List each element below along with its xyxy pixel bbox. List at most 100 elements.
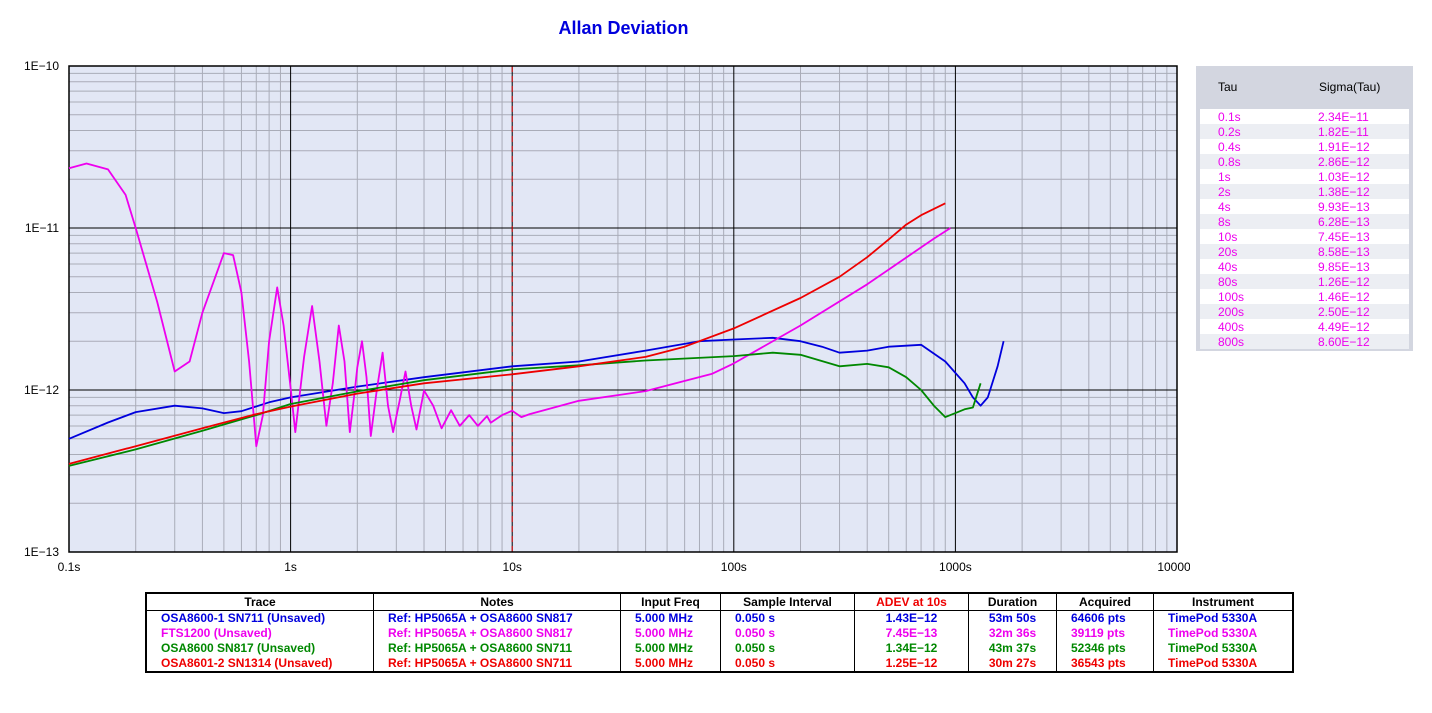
y-tick-label: 1E−13 bbox=[24, 545, 59, 559]
legend-cell: FTS1200 (Unsaved) bbox=[145, 626, 374, 641]
tau-row: 80s 1.26E−12 bbox=[1200, 274, 1409, 289]
sigma-value: 6.28E−13 bbox=[1318, 215, 1370, 229]
adev-plot: 0.1s 1s 10s 100s 1000s 10000s 1E−10 1E−11 1E−12 1… bbox=[24, 59, 1190, 574]
x-tick-label: 10000s bbox=[1157, 560, 1190, 574]
legend-cell: TimePod 5330A bbox=[1153, 610, 1294, 626]
x-tick-label: 1000s bbox=[939, 560, 972, 574]
sigma-value: 7.45E−13 bbox=[1318, 230, 1370, 244]
tau-row: 1s 1.03E−12 bbox=[1200, 169, 1409, 184]
legend-column-header: Duration bbox=[968, 593, 1057, 611]
sigma-value: 1.82E−11 bbox=[1318, 125, 1369, 139]
legend-cell: 0.050 s bbox=[720, 610, 855, 626]
sigma-column-header: Sigma(Tau) bbox=[1319, 80, 1381, 94]
y-tick-label: 1E−12 bbox=[24, 383, 59, 397]
legend-cell: 5.000 MHz bbox=[620, 656, 721, 672]
legend-cell: 5.000 MHz bbox=[620, 626, 721, 641]
tau-table-header: Tau Sigma(Tau) bbox=[1196, 80, 1413, 96]
tau-value: 800s bbox=[1218, 335, 1245, 349]
legend-cell: 0.050 s bbox=[720, 656, 855, 672]
tau-value: 4s bbox=[1218, 200, 1231, 214]
sigma-value: 2.34E−11 bbox=[1318, 110, 1369, 124]
legend-cell: TimePod 5330A bbox=[1153, 626, 1294, 641]
legend-cell: Ref: HP5065A + OSA8600 SN711 bbox=[373, 641, 621, 656]
x-tick-label: 1s bbox=[284, 560, 297, 574]
plot-area bbox=[69, 66, 1177, 552]
sigma-value: 1.38E−12 bbox=[1318, 185, 1370, 199]
tau-row: 20s 8.58E−13 bbox=[1200, 244, 1409, 259]
tau-value: 8s bbox=[1218, 215, 1231, 229]
legend-cell: 5.000 MHz bbox=[620, 641, 721, 656]
sigma-value: 8.60E−12 bbox=[1318, 335, 1370, 349]
chart-title: Allan Deviation bbox=[558, 18, 689, 38]
sigma-value: 2.86E−12 bbox=[1318, 155, 1370, 169]
legend-row: OSA8601-2 SN1314 (Unsaved) Ref: HP5065A +… bbox=[145, 656, 1294, 672]
series-line-1 bbox=[68, 336, 1005, 440]
legend-cell: Ref: HP5065A + OSA8600 SN711 bbox=[373, 656, 621, 672]
sigma-value: 8.58E−13 bbox=[1318, 245, 1370, 259]
tau-value: 2s bbox=[1218, 185, 1231, 199]
sigma-value: 9.93E−13 bbox=[1318, 200, 1370, 214]
legend-cell: 43m 37s bbox=[968, 641, 1057, 656]
sigma-value: 1.46E−12 bbox=[1318, 290, 1370, 304]
legend-cell: 36543 pts bbox=[1056, 656, 1154, 672]
legend-cell: TimePod 5330A bbox=[1153, 656, 1294, 672]
tau-value: 400s bbox=[1218, 320, 1245, 334]
tau-value: 200s bbox=[1218, 305, 1245, 319]
legend-cell: OSA8600-1 SN711 (Unsaved) bbox=[145, 610, 374, 626]
tau-value: 40s bbox=[1218, 260, 1238, 274]
series-line-2 bbox=[68, 162, 951, 448]
legend-cell: TimePod 5330A bbox=[1153, 641, 1294, 656]
legend-cell: 32m 36s bbox=[968, 626, 1057, 641]
tau-value: 0.2s bbox=[1218, 125, 1241, 139]
legend-cell: 1.34E−12 bbox=[854, 641, 969, 656]
tau-value: 20s bbox=[1218, 245, 1238, 259]
tau-row: 10s 7.45E−13 bbox=[1200, 229, 1409, 244]
legend-cell: 0.050 s bbox=[720, 626, 855, 641]
tau-row: 4s 9.93E−13 bbox=[1200, 199, 1409, 214]
legend-cell: 0.050 s bbox=[720, 641, 855, 656]
y-tick-label: 1E−11 bbox=[25, 221, 59, 235]
legend-column-header: Trace bbox=[145, 593, 374, 611]
tau-row: 0.4s 1.91E−12 bbox=[1200, 139, 1409, 154]
legend-column-header: ADEV at 10s bbox=[854, 593, 969, 611]
tau-value: 0.1s bbox=[1218, 110, 1241, 124]
tau-row: 800s 8.60E−12 bbox=[1200, 334, 1409, 349]
legend-cell: 64606 pts bbox=[1056, 610, 1154, 626]
tau-column-header: Tau bbox=[1218, 80, 1238, 94]
legend-row: OSA8600 SN817 (Unsaved) Ref: HP5065A + OS… bbox=[145, 641, 1294, 656]
tau-value: 80s bbox=[1218, 275, 1238, 289]
x-tick-label: 100s bbox=[721, 560, 747, 574]
legend-cell: 53m 50s bbox=[968, 610, 1057, 626]
legend-cell: OSA8601-2 SN1314 (Unsaved) bbox=[145, 656, 374, 672]
tau-row: 200s 2.50E−12 bbox=[1200, 304, 1409, 319]
x-tick-label: 10s bbox=[503, 560, 522, 574]
tau-value: 1s bbox=[1218, 170, 1231, 184]
legend-column-header: Sample Interval bbox=[720, 593, 855, 611]
trace-legend-table: Trace Notes Input Freq Sample Interval ADEV … bbox=[145, 592, 1294, 673]
tau-row: 2s 1.38E−12 bbox=[1200, 184, 1409, 199]
legend-cell: 1.25E−12 bbox=[854, 656, 969, 672]
tau-sigma-panel: Tau Sigma(Tau) 0.1s 2.34E−11 0.2s 1.82E−11 0… bbox=[1196, 66, 1413, 351]
sigma-value: 4.49E−12 bbox=[1318, 320, 1370, 334]
tau-value: 0.8s bbox=[1218, 155, 1241, 169]
sigma-value: 2.50E−12 bbox=[1318, 305, 1370, 319]
legend-cell: 30m 27s bbox=[968, 656, 1057, 672]
legend-cell: Ref: HP5065A + OSA8600 SN817 bbox=[373, 610, 621, 626]
series-line-3 bbox=[68, 351, 982, 467]
tau-row: 100s 1.46E−12 bbox=[1200, 289, 1409, 304]
legend-row: FTS1200 (Unsaved) Ref: HP5065A + OSA8600 … bbox=[145, 626, 1294, 641]
y-tick-label: 1E−10 bbox=[24, 59, 59, 73]
sigma-value: 1.03E−12 bbox=[1318, 170, 1370, 184]
sigma-value: 1.26E−12 bbox=[1318, 275, 1370, 289]
tau-row: 400s 4.49E−12 bbox=[1200, 319, 1409, 334]
legend-cell: 52346 pts bbox=[1056, 641, 1154, 656]
tau-value: 10s bbox=[1218, 230, 1238, 244]
sigma-value: 1.91E−12 bbox=[1318, 140, 1370, 154]
legend-cell: 1.43E−12 bbox=[854, 610, 969, 626]
legend-cell: Ref: HP5065A + OSA8600 SN817 bbox=[373, 626, 621, 641]
legend-row: OSA8600-1 SN711 (Unsaved) Ref: HP5065A + … bbox=[145, 610, 1294, 626]
legend-cell: 5.000 MHz bbox=[620, 610, 721, 626]
tau-value: 100s bbox=[1218, 290, 1245, 304]
legend-column-header: Notes bbox=[373, 593, 621, 611]
legend-column-header: Instrument bbox=[1153, 593, 1294, 611]
